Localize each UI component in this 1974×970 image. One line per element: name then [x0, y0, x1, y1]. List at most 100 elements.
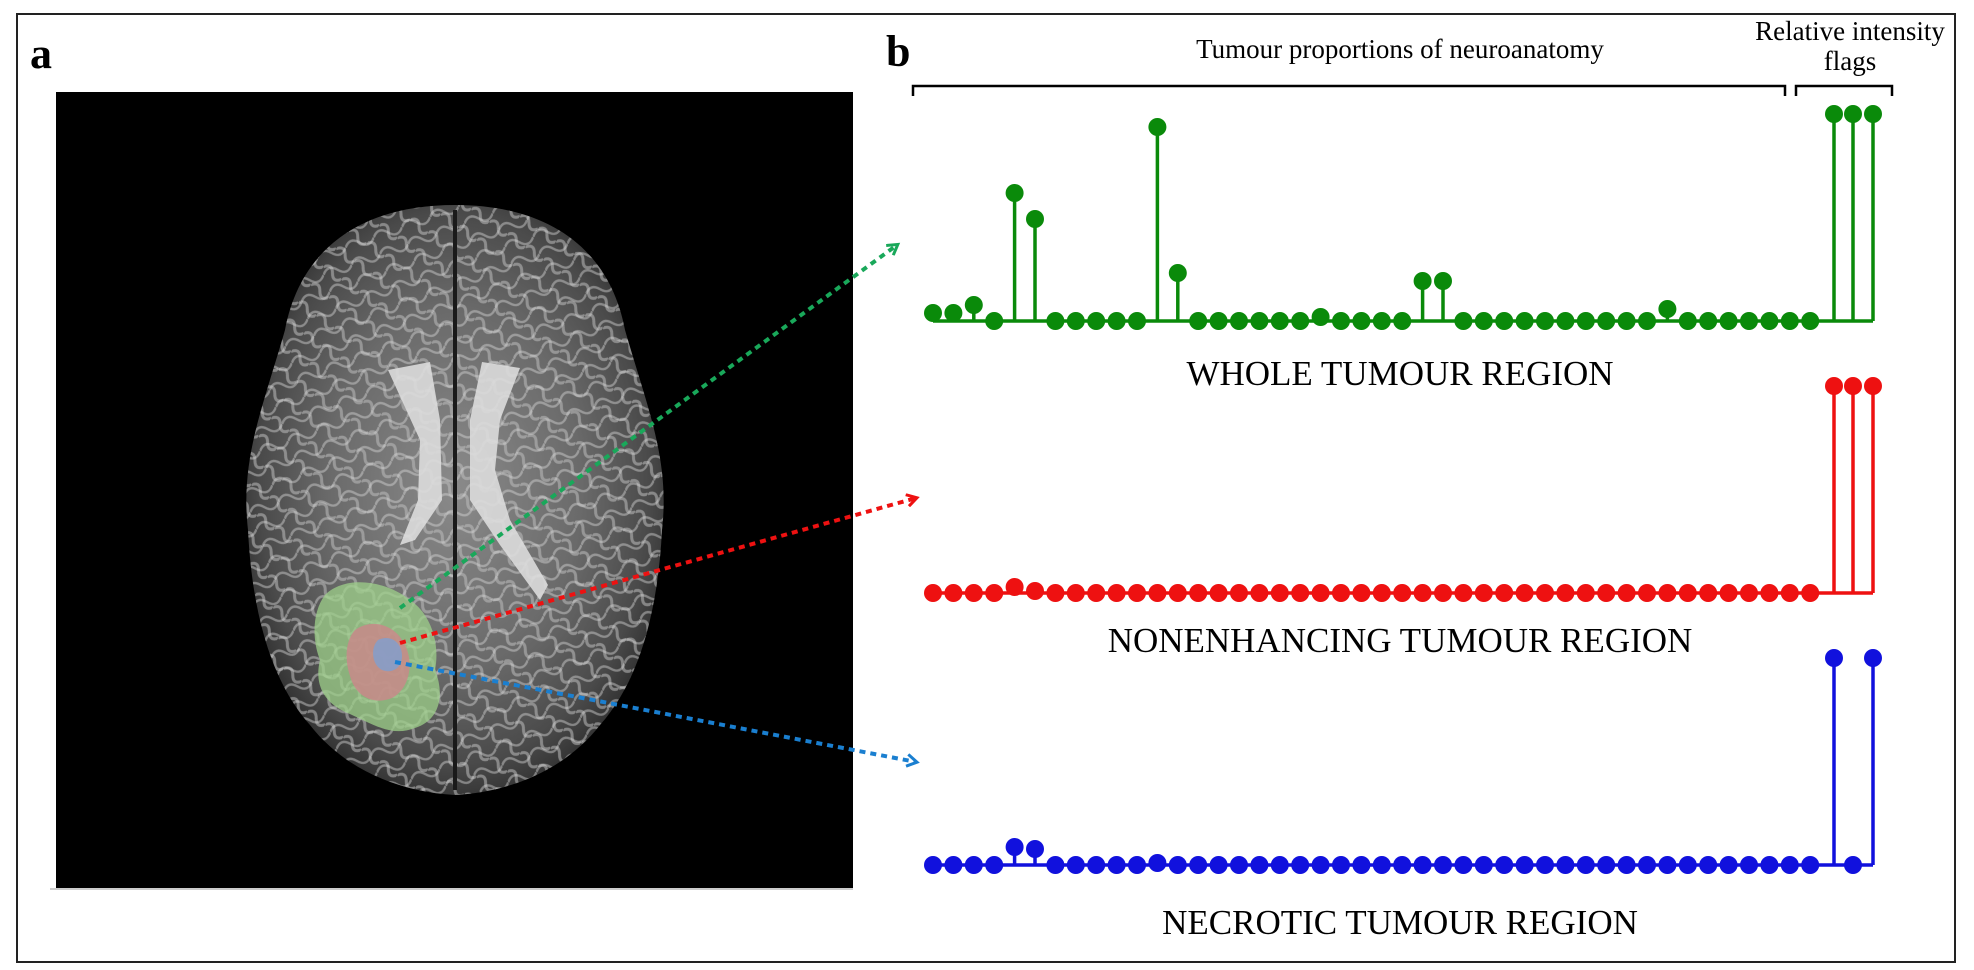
header-tumour-proportions: Tumour proportions of neuroanatomy [1196, 34, 1604, 64]
stem-marker [1107, 856, 1126, 874]
stem-marker [1719, 584, 1738, 602]
stem-marker [1250, 584, 1269, 602]
stem-marker [1311, 584, 1330, 602]
stem-marker [1658, 584, 1677, 602]
stem-marker [1230, 856, 1248, 874]
stem-marker [1474, 312, 1493, 330]
stem-marker [1699, 584, 1718, 602]
stem-marker [1434, 584, 1452, 602]
stem-marker [1352, 312, 1371, 330]
stem-marker [1454, 312, 1473, 330]
stem-marker [1066, 584, 1085, 602]
arrow-necrotic [394, 660, 916, 762]
flag-marker [1844, 377, 1862, 395]
stem-series-necrotic [924, 649, 1882, 874]
stem-marker [1046, 312, 1065, 330]
image-underline [50, 888, 853, 890]
stem-marker [944, 856, 963, 874]
necrotic-overlay [373, 637, 402, 672]
stem-marker [1617, 312, 1636, 330]
stem-marker [1699, 312, 1718, 330]
stem-marker [1597, 312, 1616, 330]
stem-marker [1617, 856, 1636, 874]
stem-marker [1515, 584, 1534, 602]
stem-marker [985, 584, 1004, 602]
stem-marker [1740, 312, 1758, 330]
stem-marker [964, 296, 983, 314]
stem-marker [1066, 312, 1085, 330]
stem-marker [1678, 584, 1697, 602]
stem-marker [1087, 312, 1106, 330]
stem-marker [1393, 584, 1412, 602]
stem-marker [1393, 312, 1412, 330]
tumour-overlay [314, 582, 440, 732]
stem-marker [1291, 584, 1310, 602]
stem-marker [1495, 584, 1514, 602]
stem-marker [1311, 308, 1330, 326]
stem-marker [964, 856, 983, 874]
stem-marker [1250, 312, 1269, 330]
stem-marker [1270, 584, 1289, 602]
stem-marker [1780, 856, 1799, 874]
stem-marker [1026, 210, 1044, 228]
stem-marker [1556, 584, 1575, 602]
stem-marker [1209, 856, 1228, 874]
stem-marker [1087, 856, 1106, 874]
stem-marker [1454, 856, 1473, 874]
stem-marker [1434, 272, 1452, 290]
stem-marker [1005, 184, 1024, 202]
stem-marker [1189, 856, 1208, 874]
stem-marker [1291, 856, 1310, 874]
stem-marker [1168, 264, 1187, 282]
stem-marker [1638, 312, 1656, 330]
stem-marker [944, 584, 963, 602]
flag-marker [1825, 105, 1843, 123]
brain-slice [246, 205, 664, 795]
stem-marker [924, 304, 942, 322]
stem-marker [1556, 856, 1575, 874]
stem-marker [1638, 856, 1656, 874]
stem-marker [1474, 584, 1493, 602]
stem-marker [1128, 584, 1146, 602]
stem-marker [1168, 584, 1187, 602]
label-necrotic-tumour-region: NECROTIC TUMOUR REGION [1162, 903, 1638, 942]
stem-marker [1434, 856, 1452, 874]
stem-marker [1352, 584, 1371, 602]
stem-marker [1638, 584, 1656, 602]
stem-marker [1515, 856, 1534, 874]
bracket-relative-intensity [1794, 84, 1894, 96]
stem-marker [1230, 584, 1248, 602]
stem-marker [1617, 584, 1636, 602]
stem-marker [1413, 272, 1432, 290]
stem-marker [1556, 312, 1575, 330]
stem-marker [1046, 584, 1065, 602]
stem-marker [1250, 856, 1269, 874]
stem-marker [1372, 312, 1391, 330]
stem-marker [1189, 312, 1208, 330]
stem-marker [1026, 582, 1044, 600]
stem-marker [1801, 312, 1820, 330]
stem-marker [1413, 856, 1432, 874]
stem-marker [1536, 312, 1554, 330]
stem-marker [1413, 584, 1432, 602]
stem-marker [1148, 584, 1167, 602]
stem-marker [964, 584, 983, 602]
stem-marker [1780, 312, 1799, 330]
stem-marker [1128, 856, 1146, 874]
stem-marker [1699, 856, 1718, 874]
label-whole-tumour-region: WHOLE TUMOUR REGION [1186, 354, 1614, 393]
header-relative-intensity-line2: flags [1823, 46, 1877, 76]
flag-marker [1844, 105, 1862, 123]
stem-marker [1209, 312, 1228, 330]
stem-marker [1760, 312, 1779, 330]
arrow-nonenhancing [399, 498, 916, 645]
stem-marker [944, 304, 963, 322]
panel-label-a: a [30, 29, 52, 78]
stem-marker [1372, 856, 1391, 874]
stem-marker [1658, 300, 1677, 318]
stem-marker [1536, 584, 1554, 602]
stem-marker [1189, 584, 1208, 602]
stem-marker [1495, 856, 1514, 874]
stem-marker [1719, 312, 1738, 330]
